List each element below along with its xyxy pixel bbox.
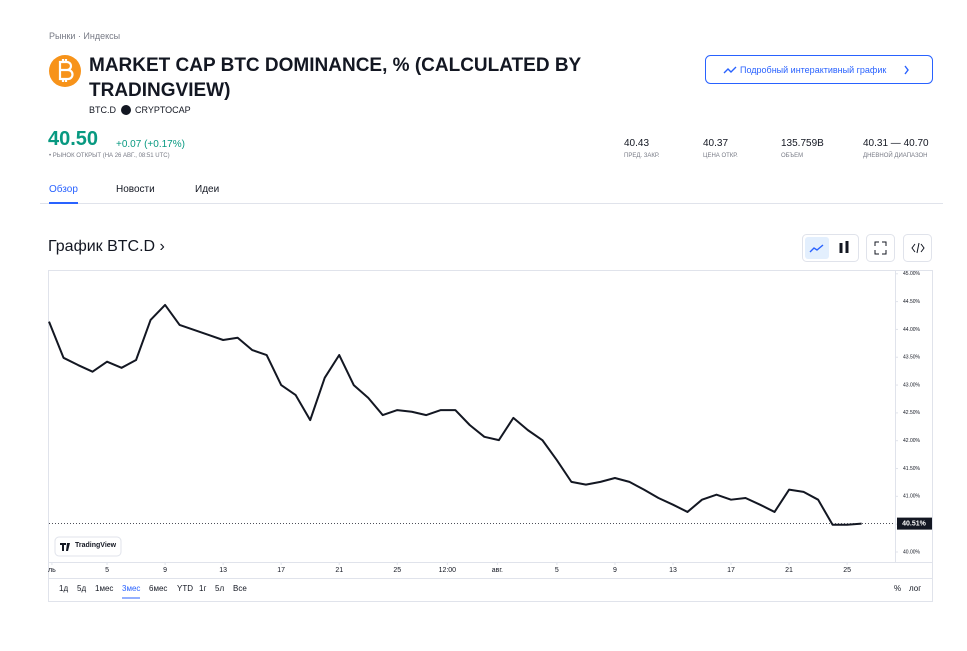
x-tick-label: 25 <box>393 567 401 574</box>
range-button[interactable]: 1д <box>59 584 69 593</box>
tab[interactable]: Новости <box>116 184 155 195</box>
range-button[interactable]: 5л <box>215 584 225 593</box>
x-tick-label: 5 <box>105 567 109 574</box>
watermark: TradingView <box>75 542 117 549</box>
button-icons <box>723 65 909 75</box>
stat-label: ЦЕНА ОТКР. <box>703 153 738 159</box>
x-tick-label: авг. <box>492 567 503 574</box>
exchange[interactable]: CRYPTOCAP <box>135 105 191 115</box>
symbol: BTC.D <box>89 105 116 115</box>
fullscreen-button[interactable] <box>866 234 895 262</box>
y-tick-label: 42.00% <box>903 438 921 444</box>
x-tick-label: 25 <box>843 567 851 574</box>
title: MARKET CAP BTC DOMINANCE, % (CALCULATED … <box>89 55 581 101</box>
price: 40.50 <box>48 128 99 150</box>
y-tick-label: 40.00% <box>903 549 921 555</box>
fullscreen-icon <box>874 241 887 255</box>
y-tick-label: 44.00% <box>903 327 921 333</box>
axis-option[interactable]: % <box>894 584 902 593</box>
y-tick-label: 45.00% <box>903 271 921 277</box>
x-tick-label: 17 <box>727 567 735 574</box>
line-type-active[interactable] <box>805 237 829 259</box>
watermark-box <box>54 536 122 557</box>
price-change: +0.07 (+0.17%) <box>116 139 185 150</box>
stat-label: ОБЪЕМ <box>781 153 804 159</box>
stat-value: 40.31 — 40.70 <box>863 138 929 149</box>
tab[interactable]: Обзор <box>49 184 78 195</box>
stat-label: ДНЕВНОЙ ДИАПАЗОН <box>863 153 928 159</box>
interactive-chart-button[interactable]: Подробный интерактивный график <box>740 65 887 75</box>
y-tick-label: 43.50% <box>903 355 921 361</box>
x-tick-label: 13 <box>669 567 677 574</box>
stat-label: ПРЕД. ЗАКР. <box>624 153 660 159</box>
breadcrumb[interactable]: Рынки · Индексы <box>49 31 121 41</box>
y-tick-label: 43.00% <box>903 382 921 388</box>
x-tick-label: 9 <box>613 567 617 574</box>
button-border <box>705 55 933 84</box>
x-tick-label: 5 <box>555 567 559 574</box>
logo-glyph <box>58 59 74 82</box>
stat-value: 40.43 <box>624 138 650 149</box>
range-button[interactable]: YTD <box>177 584 193 593</box>
range-button[interactable]: 3мес <box>122 584 141 593</box>
stat-value: 135.759B <box>781 138 824 149</box>
range-button[interactable]: 6мес <box>149 584 168 593</box>
last-value-label: 40.51% <box>902 520 927 527</box>
x-tick-label: 21 <box>335 567 343 574</box>
embed-icon <box>911 242 925 254</box>
axis-option[interactable]: лог <box>909 584 922 593</box>
x-tick-label: 21 <box>785 567 793 574</box>
chart-frame <box>48 270 933 602</box>
stat-value: 40.37 <box>703 138 729 149</box>
y-tick-label: 41.50% <box>903 466 921 472</box>
section-title[interactable]: График BTC.D › <box>48 238 165 255</box>
line-icon <box>809 244 824 253</box>
exchange-icon <box>121 105 131 115</box>
y-tick-label: 41.00% <box>903 494 921 500</box>
market-status: • РЫНОК ОТКРЫТ (НА 26 АВГ., 08:51 UTC) <box>49 153 170 159</box>
range-button[interactable]: 1мес <box>95 584 114 593</box>
watermark-logo <box>60 543 70 551</box>
x-tick-label: ль <box>48 567 56 574</box>
y-tick-label: 42.50% <box>903 410 921 416</box>
price-line <box>48 303 862 526</box>
x-tick-label: 9 <box>163 567 167 574</box>
range-button[interactable]: 1г <box>199 584 207 593</box>
x-tick-label: 17 <box>277 567 285 574</box>
range-button[interactable]: Все <box>233 584 247 593</box>
last-value-badge <box>897 517 932 530</box>
range-button[interactable]: 5д <box>77 584 87 593</box>
tab[interactable]: Идеи <box>195 184 220 195</box>
candle-icon <box>839 241 849 253</box>
x-tick-label: 12:00 <box>439 567 457 574</box>
y-tick-label: 44.50% <box>903 299 921 305</box>
x-tick-label: 13 <box>219 567 227 574</box>
